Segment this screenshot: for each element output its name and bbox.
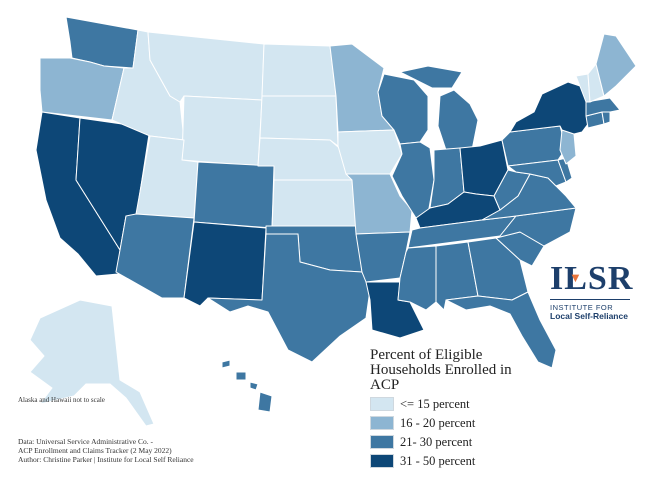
state-WY (181, 95, 263, 167)
legend: Percent of Eligible Households Enrolled … (370, 348, 550, 469)
state-FL (445, 291, 557, 369)
legend-item: 21- 30 percent (370, 434, 550, 450)
logo-chevron-icon: ▼ (569, 270, 583, 285)
source-credit: Data: Universal Service Administrative C… (18, 437, 194, 464)
state-KS (271, 179, 357, 229)
logo-subtitle: INSTITUTE FOR Local Self-Reliance (550, 303, 630, 321)
source-line: Data: Universal Service Administrative C… (18, 437, 153, 446)
legend-title-line: Households Enrolled in (370, 362, 512, 378)
state-CO (193, 161, 275, 229)
state-HI (221, 359, 273, 413)
legend-label: <= 15 percent (400, 396, 470, 411)
logo-mark: ILSR ▼ (550, 260, 634, 297)
hawaii-island-big (257, 391, 273, 413)
state-RI (601, 111, 611, 125)
legend-item: 31 - 50 percent (370, 453, 550, 469)
state-MA (585, 97, 621, 117)
state-AK (29, 299, 155, 427)
logo-line-2: Local Self-Reliance (550, 311, 628, 321)
legend-title-line: ACP (370, 377, 400, 393)
legend-swatch (370, 435, 394, 449)
state-MO (345, 173, 413, 235)
inset-scale-note: Alaska and Hawaii not to scale (18, 396, 105, 404)
logo-wordmark: ILSR (550, 260, 634, 297)
hawaii-island-oahu (235, 371, 247, 381)
state-ND (261, 43, 337, 97)
state-OR (39, 57, 125, 121)
legend-item: <= 15 percent (370, 396, 550, 412)
legend-title-line: Percent of Eligible (370, 347, 483, 363)
legend-swatch (370, 454, 394, 468)
hawaii-island-maui (249, 381, 259, 391)
logo-divider (550, 299, 630, 300)
state-ME (595, 33, 637, 97)
state-AZ (115, 213, 195, 299)
state-NM (183, 221, 267, 307)
legend-item: 16 - 20 percent (370, 415, 550, 431)
ilsr-logo: ILSR ▼ INSTITUTE FOR Local Self-Reliance (550, 260, 634, 321)
source-line: ACP Enrollment and Claims Tracker (2 May… (18, 446, 172, 455)
legend-label: 16 - 20 percent (400, 415, 476, 430)
legend-swatch (370, 397, 394, 411)
state-IA (337, 129, 403, 175)
legend-label: 21- 30 percent (400, 434, 473, 449)
legend-title: Percent of Eligible Households Enrolled … (370, 348, 550, 393)
state-NY (509, 81, 589, 135)
state-MI (399, 65, 479, 151)
legend-swatch (370, 416, 394, 430)
source-line: Author: Christine Parker | Institute for… (18, 455, 194, 464)
state-TX (207, 233, 371, 363)
hawaii-island-niihau (221, 359, 231, 369)
logo-line-1: INSTITUTE FOR (550, 303, 614, 312)
legend-label: 31 - 50 percent (400, 453, 476, 468)
